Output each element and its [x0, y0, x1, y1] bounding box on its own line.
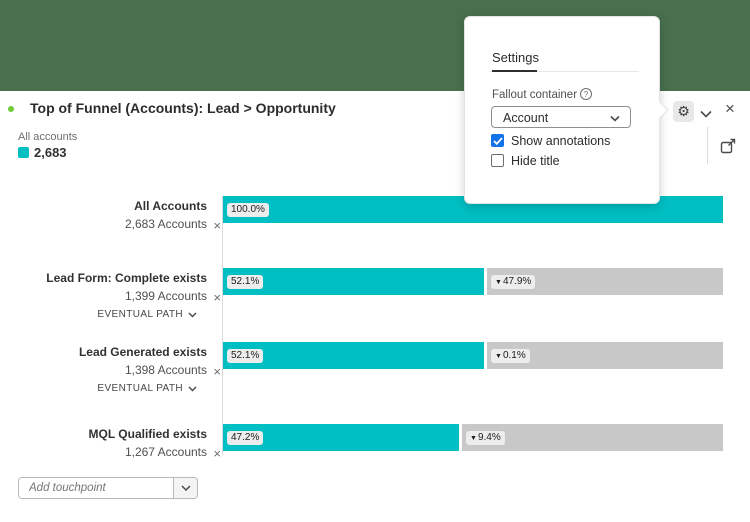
fallout-bar[interactable]: ▼47.9% — [487, 268, 723, 295]
checkbox-icon — [491, 134, 504, 147]
settings-button[interactable]: ⚙ — [673, 101, 694, 122]
add-touchpoint-dropdown-button[interactable] — [173, 478, 197, 498]
toolbar-divider — [707, 127, 708, 164]
step-name: Lead Generated exists — [78, 345, 207, 359]
fallout-container-label: Fallout container — [492, 89, 578, 101]
step-labels: Lead Generated exists 1,398 Accounts × E… — [0, 342, 221, 394]
popover-divider — [489, 71, 639, 72]
settings-popover: Settings Fallout container ? Account Sho… — [464, 16, 669, 204]
percent-badge: 52.1% — [227, 348, 264, 363]
export-button[interactable] — [720, 137, 738, 155]
funnel-step-row: Lead Generated exists 1,398 Accounts × E… — [0, 342, 750, 412]
fallout-arrow-icon: ▼ — [495, 278, 502, 286]
remove-touchpoint-button[interactable]: × — [213, 290, 221, 305]
funnel-step-row: All Accounts 2,683 Accounts × 100.0% — [0, 196, 750, 266]
step-name: All Accounts — [134, 199, 207, 213]
percent-badge: 100.0% — [227, 202, 269, 217]
path-type-dropdown[interactable]: EVENTUAL PATH — [0, 309, 207, 320]
step-labels: All Accounts 2,683 Accounts × — [0, 196, 221, 232]
funnel-step-row: Lead Form: Complete exists 1,399 Account… — [0, 268, 750, 338]
collapse-button[interactable] — [700, 105, 714, 118]
tab-selected-indicator — [492, 70, 537, 72]
checkbox-label: Hide title — [511, 154, 560, 168]
remove-touchpoint-button[interactable]: × — [213, 218, 221, 233]
chevron-down-icon — [188, 386, 197, 392]
step-labels: MQL Qualified exists 1,267 Accounts × — [0, 424, 221, 460]
funnel-bar[interactable]: 52.1% — [223, 268, 484, 295]
add-touchpoint-combo — [18, 477, 198, 499]
step-name: Lead Form: Complete exists — [46, 271, 207, 285]
legend-swatch — [18, 147, 29, 158]
chevron-down-icon — [188, 312, 197, 318]
fallout-bar[interactable]: ▼9.4% — [462, 424, 723, 451]
annotation-dot — [8, 106, 14, 112]
remove-touchpoint-button[interactable]: × — [213, 364, 221, 379]
fallout-badge: ▼9.4% — [466, 430, 505, 445]
funnel-bar[interactable]: 47.2% — [223, 424, 459, 451]
gear-icon: ⚙ — [677, 103, 690, 119]
step-accounts: 1,399 Accounts — [124, 289, 207, 303]
step-accounts: 2,683 Accounts — [124, 217, 207, 231]
checkbox-icon — [491, 154, 504, 167]
remove-touchpoint-button[interactable]: × — [213, 446, 221, 461]
chevron-down-icon — [610, 115, 620, 122]
add-touchpoint-input[interactable] — [19, 478, 174, 498]
path-type-dropdown[interactable]: EVENTUAL PATH — [0, 383, 207, 394]
step-name: MQL Qualified exists — [88, 427, 207, 441]
step-accounts: 1,398 Accounts — [124, 363, 207, 377]
step-accounts: 1,267 Accounts — [124, 445, 207, 459]
percent-badge: 52.1% — [227, 274, 264, 289]
fallout-arrow-icon: ▼ — [495, 352, 502, 360]
percent-badge: 47.2% — [227, 430, 264, 445]
chevron-down-icon — [181, 485, 191, 491]
selected-container-value: Account — [503, 111, 549, 125]
close-icon: × — [725, 99, 735, 118]
legend-label: All accounts — [18, 131, 78, 143]
funnel-bar[interactable]: 52.1% — [223, 342, 484, 369]
chevron-down-icon — [700, 110, 712, 118]
checkbox-label: Show annotations — [511, 134, 611, 148]
chart-axis-line — [222, 196, 223, 455]
close-button[interactable]: × — [721, 99, 739, 119]
tab-settings[interactable]: Settings — [492, 50, 539, 65]
fallout-container-select[interactable]: Account — [491, 106, 631, 128]
help-icon[interactable]: ? — [580, 88, 592, 100]
funnel-step-row: MQL Qualified exists 1,267 Accounts × 47… — [0, 424, 750, 494]
page-title: Top of Funnel (Accounts): Lead > Opportu… — [30, 100, 336, 116]
step-labels: Lead Form: Complete exists 1,399 Account… — [0, 268, 221, 320]
fallout-bar[interactable]: ▼0.1% — [487, 342, 723, 369]
legend-value: 2,683 — [34, 145, 67, 160]
fallout-badge: ▼47.9% — [491, 274, 536, 289]
fallout-arrow-icon: ▼ — [470, 434, 477, 442]
export-icon — [720, 138, 736, 154]
fallout-badge: ▼0.1% — [491, 348, 530, 363]
